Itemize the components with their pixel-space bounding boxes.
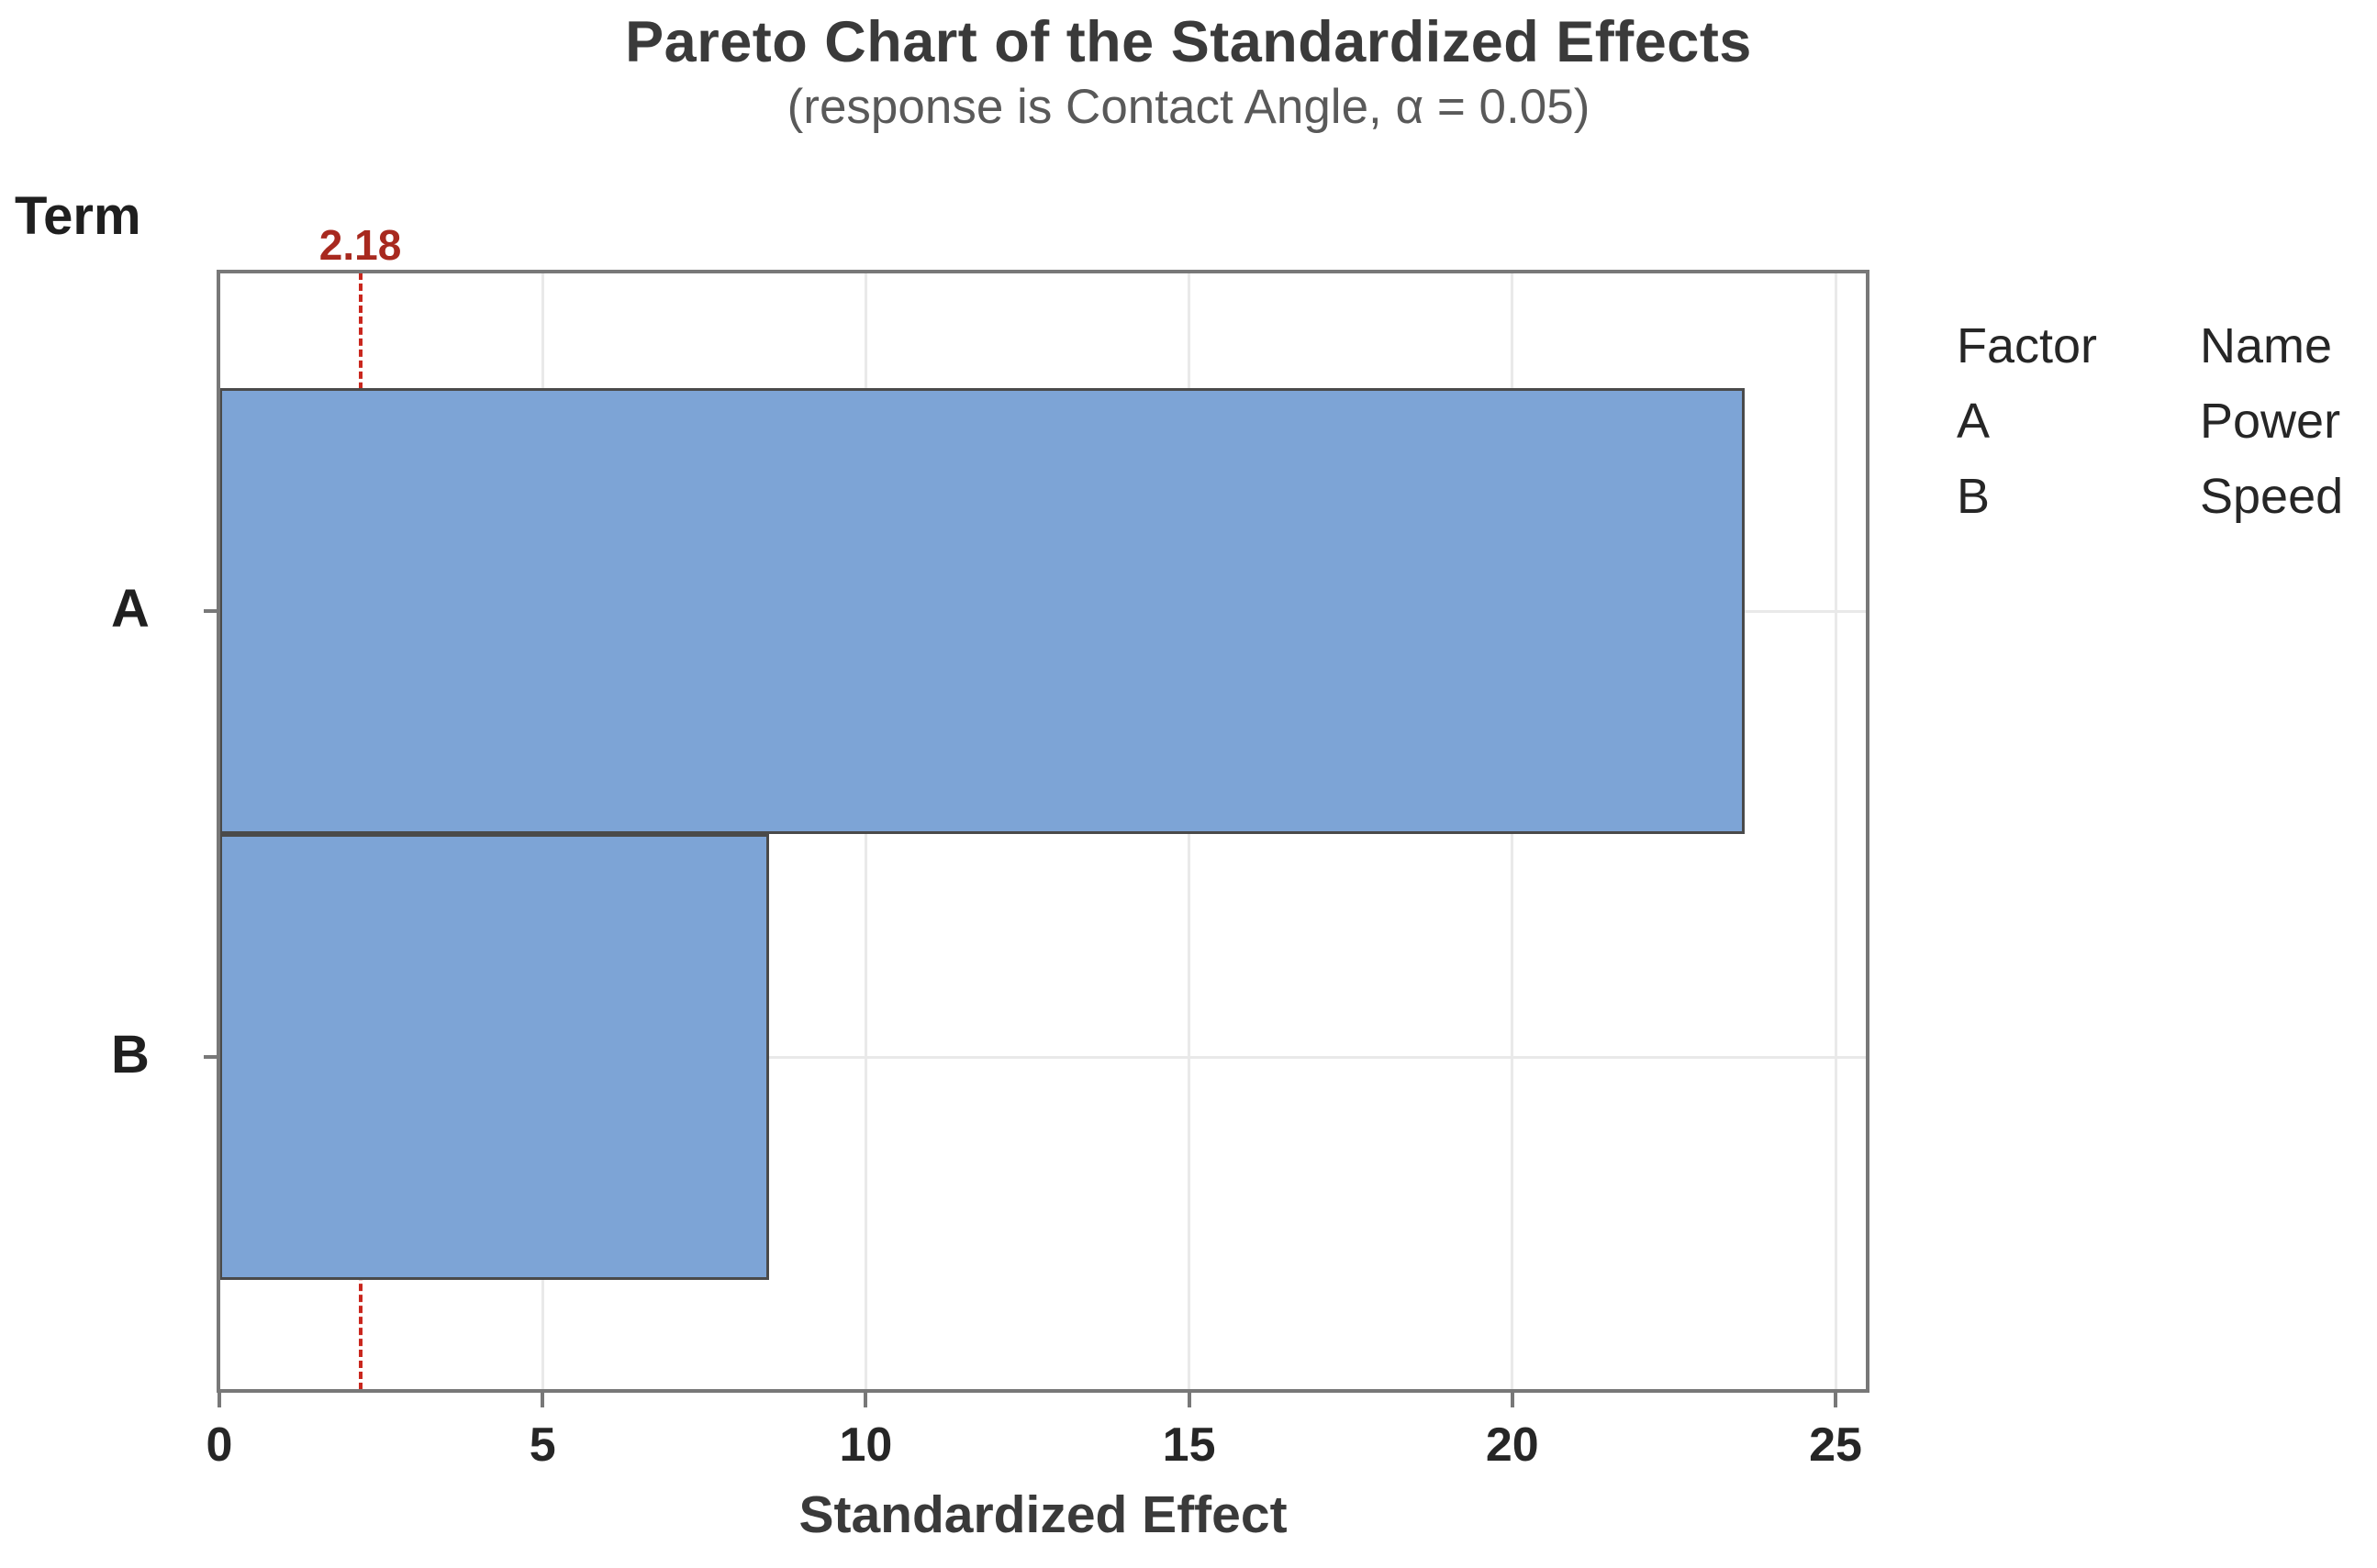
x-tick-label-0: 0 <box>206 1418 233 1472</box>
legend-name-power: Power <box>2200 394 2341 449</box>
chart-title: Pareto Chart of the Standardized Effects <box>625 10 1752 74</box>
bar-b <box>219 834 769 1280</box>
legend-name-speed: Speed <box>2200 469 2344 524</box>
y-category-label-b: B <box>111 1025 150 1084</box>
chart-subtitle: (response is Contact Angle, α = 0.05) <box>787 80 1590 134</box>
gridline-vertical-25 <box>1834 272 1837 1390</box>
x-tick-5 <box>541 1392 545 1407</box>
factor-legend: Factor Name A Power B Speed <box>1957 308 2343 534</box>
y-axis-title: Term <box>15 186 141 246</box>
x-tick-label-15: 15 <box>1162 1418 1216 1472</box>
x-tick-0 <box>218 1392 221 1407</box>
bar-a <box>219 388 1746 834</box>
x-tick-25 <box>1834 1392 1837 1407</box>
y-tick-a <box>204 609 218 613</box>
legend-header-factor: Factor <box>1957 318 2098 373</box>
x-tick-label-20: 20 <box>1485 1418 1539 1472</box>
x-tick-15 <box>1187 1392 1191 1407</box>
legend-header-name: Name <box>2200 318 2333 373</box>
legend-factor-b: B <box>1957 469 1991 524</box>
x-tick-20 <box>1510 1392 1514 1407</box>
reference-line-label: 2.18 <box>318 221 402 269</box>
x-tick-10 <box>864 1392 868 1407</box>
x-tick-label-25: 25 <box>1809 1418 1862 1472</box>
y-category-label-a: A <box>111 579 150 639</box>
x-tick-label-10: 10 <box>839 1418 893 1472</box>
x-tick-label-5: 5 <box>529 1418 556 1472</box>
y-tick-b <box>204 1055 218 1059</box>
x-axis-title: Standardized Effect <box>798 1485 1288 1544</box>
legend-factor-a: A <box>1957 394 1991 449</box>
gridline-horizontal-b <box>219 1055 1867 1059</box>
